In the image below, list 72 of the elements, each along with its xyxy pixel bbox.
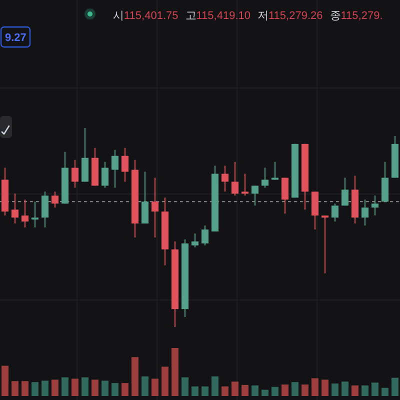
candlestick	[22, 199, 28, 228]
bar	[132, 357, 138, 396]
text: 저115,279.26	[258, 10, 323, 22]
bar	[2, 366, 8, 396]
bar	[382, 388, 388, 396]
candlestick	[232, 161, 238, 196]
bar	[92, 380, 98, 396]
candlestick	[312, 191, 318, 230]
candlestick	[52, 191, 58, 208]
bar	[212, 376, 218, 396]
bar	[262, 390, 268, 396]
candlestick	[322, 215, 328, 274]
bar	[352, 385, 358, 396]
candlestick	[222, 165, 228, 192]
bar	[112, 383, 118, 396]
text: 고115,419.10	[185, 10, 250, 22]
bar	[282, 384, 288, 396]
bar	[292, 382, 298, 396]
bar	[142, 376, 148, 396]
candlestick	[112, 149, 118, 188]
bar	[182, 377, 188, 396]
bar	[222, 386, 228, 396]
bar	[42, 380, 48, 396]
text: 종115,279.	[330, 10, 383, 22]
candlestick	[42, 191, 48, 228]
bar	[22, 381, 28, 396]
bar	[152, 378, 158, 396]
candlestick	[192, 232, 198, 248]
bar	[392, 378, 398, 396]
candlestick	[362, 199, 368, 226]
candlestick	[152, 177, 158, 238]
candlestick	[122, 147, 128, 182]
text: 시115,401.75	[113, 10, 178, 22]
candlestick	[382, 161, 388, 202]
candlestick	[72, 159, 78, 188]
bar	[32, 382, 38, 396]
bar	[102, 380, 108, 396]
bar	[232, 382, 238, 396]
bar	[172, 348, 178, 396]
text: 9.27	[5, 32, 26, 44]
candlestick	[142, 171, 148, 224]
candlestick	[252, 185, 258, 206]
bar	[302, 384, 308, 396]
bar	[162, 366, 168, 396]
bar	[122, 383, 128, 396]
candlestick	[282, 177, 288, 214]
candlestick	[372, 195, 378, 216]
bar	[252, 385, 258, 396]
bar	[332, 384, 338, 396]
bar	[372, 382, 378, 396]
bar	[272, 386, 278, 396]
candlestick	[102, 161, 108, 188]
bar	[322, 380, 328, 396]
bar	[62, 377, 68, 396]
bar	[362, 385, 368, 396]
bar	[82, 377, 88, 396]
bar	[192, 386, 198, 396]
bar	[72, 378, 78, 396]
bar	[312, 378, 318, 396]
bar	[52, 380, 58, 396]
bar	[12, 381, 18, 396]
bar	[202, 386, 208, 396]
bar	[342, 382, 348, 396]
candlestick	[332, 203, 338, 222]
candlestick	[32, 201, 38, 228]
candlestick	[202, 225, 208, 246]
candlestick	[342, 177, 348, 206]
candlestick	[262, 167, 268, 188]
candlestick	[12, 193, 18, 224]
bar	[242, 384, 248, 396]
candlestick	[82, 128, 88, 182]
candlestick	[242, 173, 248, 196]
